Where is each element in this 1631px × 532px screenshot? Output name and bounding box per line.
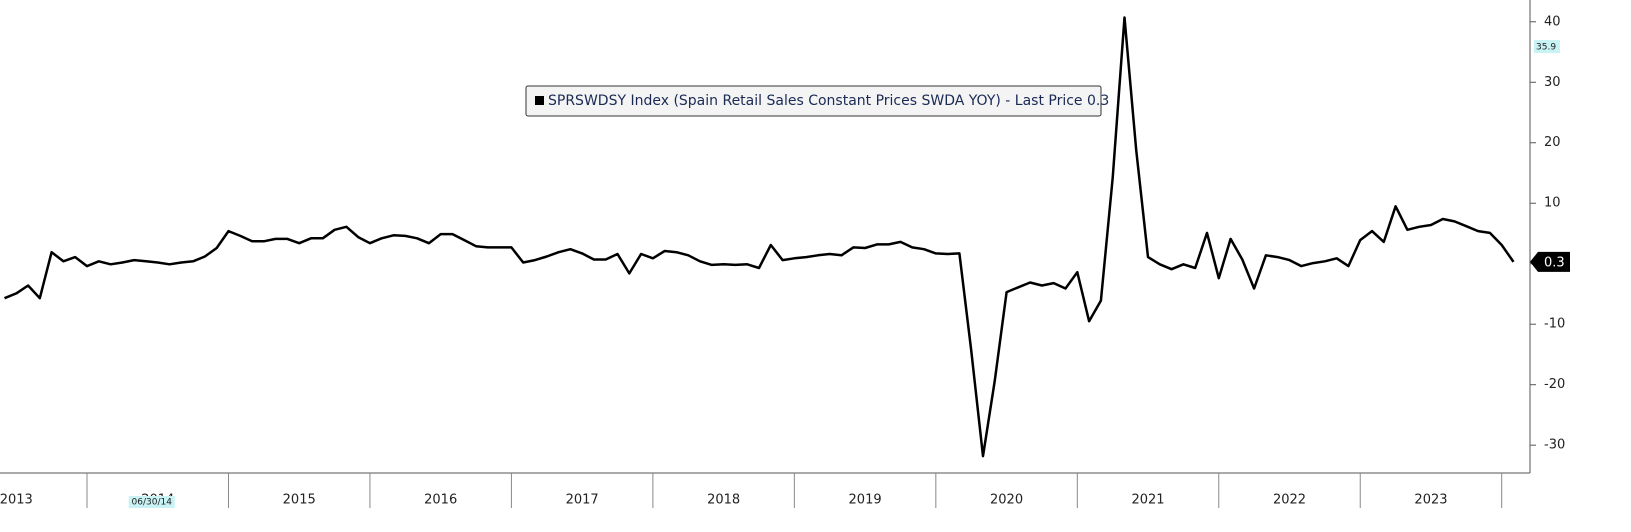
y-tick-label: 10 [1544,196,1561,211]
y-tick-label: -20 [1544,377,1565,392]
x-tick-label: 2023 [1414,493,1447,508]
x-tick-label: 2013 [0,493,33,508]
x-tick-label: 2015 [283,493,316,508]
annotation: 06/30/14 [132,498,173,508]
last-value-label: 0.3 [1544,255,1565,270]
legend-label: SPRSWDSY Index (Spain Retail Sales Const… [548,93,1109,109]
annotation-tag [1534,40,1560,53]
annotation-tag [128,496,175,508]
y-tick-label: 20 [1544,135,1561,150]
annotation: 35.9 [1536,43,1556,53]
y-tick-label: 40 [1544,14,1561,29]
last-value-tag [1530,251,1570,272]
y-tick-label: -10 [1544,317,1565,332]
y-tick-label: 30 [1544,75,1561,90]
x-tick-label: 2019 [849,493,882,508]
x-tick-label: 2017 [566,493,599,508]
x-tick-label: 2021 [1131,493,1164,508]
series-line [4,16,1515,458]
x-tick-label: 2022 [1273,493,1306,508]
x-tick-label: 2016 [424,493,457,508]
x-tick-label: 2018 [707,493,740,508]
y-tick-label: -30 [1544,438,1565,453]
legend: SPRSWDSY Index (Spain Retail Sales Const… [525,85,1109,117]
legend-swatch [535,96,544,105]
legend-box [525,85,1102,117]
x-tick-label: 2020 [990,493,1023,508]
